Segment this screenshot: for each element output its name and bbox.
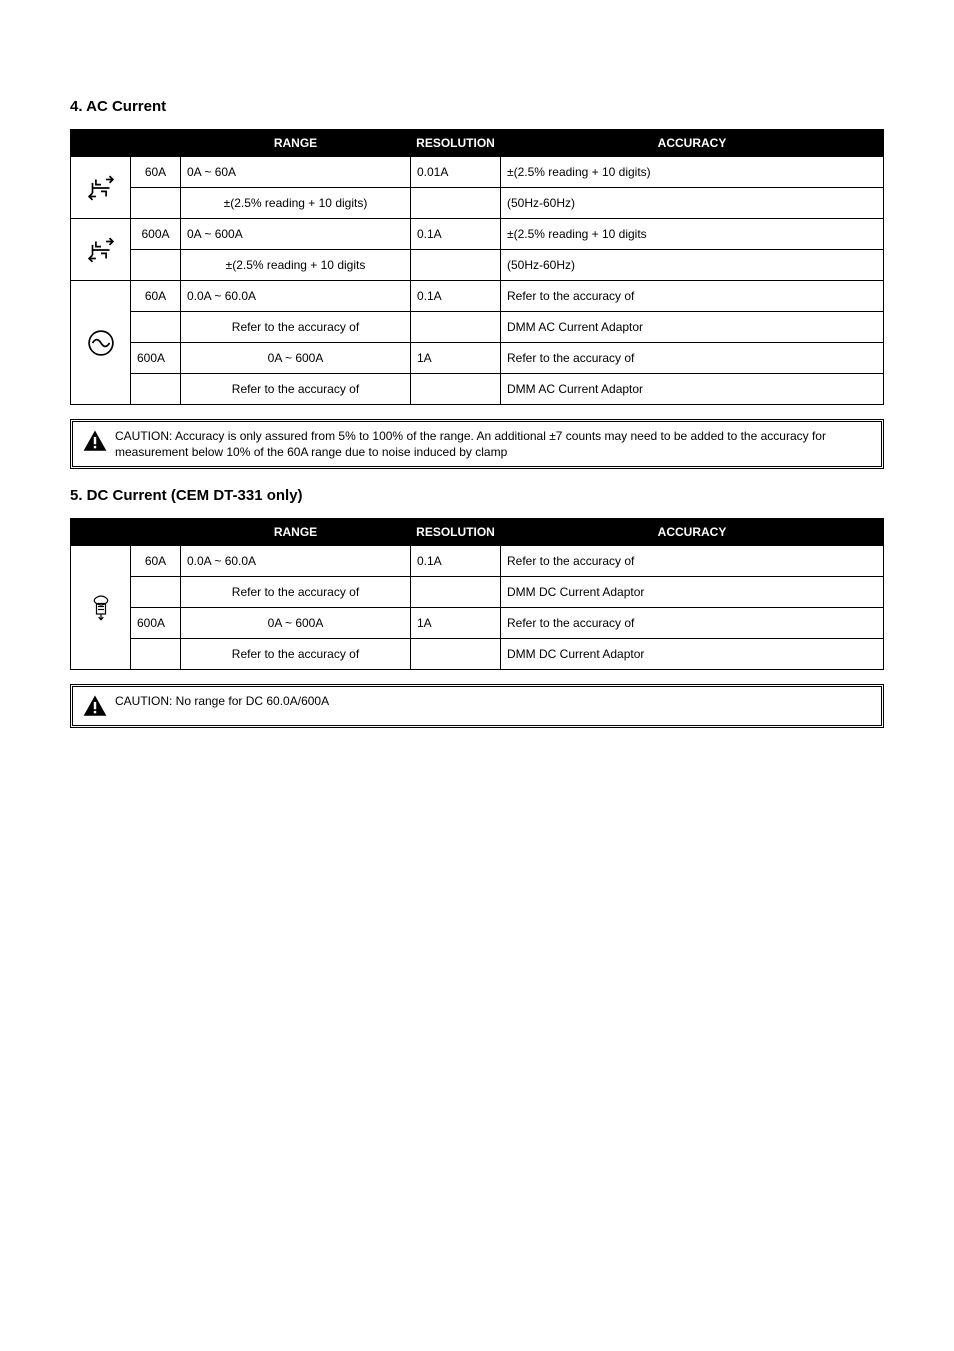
hdr-resolution: RESOLUTION: [411, 519, 501, 546]
cell-resolution: [411, 577, 501, 608]
table-row: 600A 0A ~ 600A 1A Refer to the accuracy …: [71, 343, 884, 374]
cell-accuracy: (50Hz-60Hz): [501, 250, 884, 281]
cell-accuracy: Refer to the accuracy of: [501, 343, 884, 374]
table-header-row: RANGE RESOLUTION ACCURACY: [71, 130, 884, 157]
cell-num: 60A: [131, 281, 181, 312]
table-row: 60A 0.0A ~ 60.0A 0.1A Refer to the accur…: [71, 281, 884, 312]
cell-num: 600A: [131, 343, 181, 374]
table-row: 600A 0A ~ 600A 0.1A ±(2.5% reading + 10 …: [71, 219, 884, 250]
cell-accuracy: DMM DC Current Adaptor: [501, 577, 884, 608]
section-title-dc-current: 5. DC Current (CEM DT-331 only): [70, 487, 884, 504]
cell-accuracy: ±(2.5% reading + 10 digits: [501, 219, 884, 250]
cell-range: 0A ~ 600A: [181, 608, 411, 639]
cell-num: [131, 577, 181, 608]
table-row: 60A 0.0A ~ 60.0A 0.1A Refer to the accur…: [71, 546, 884, 577]
cell-accuracy: DMM AC Current Adaptor: [501, 312, 884, 343]
cell-resolution: 0.1A: [411, 219, 501, 250]
cell-resolution: 1A: [411, 608, 501, 639]
caution-ac-current: CAUTION: Accuracy is only assured from 5…: [70, 419, 884, 469]
hdr-accuracy: ACCURACY: [501, 519, 884, 546]
cell-range: Refer to the accuracy of: [181, 639, 411, 670]
hdr-num: [131, 130, 181, 157]
page: 4. AC Current RANGE RESOLUTION ACCURACY: [0, 0, 954, 1351]
cell-num: [131, 374, 181, 405]
cell-resolution: [411, 188, 501, 219]
cell-accuracy: Refer to the accuracy of: [501, 546, 884, 577]
ac-current-table: RANGE RESOLUTION ACCURACY: [70, 129, 884, 405]
cell-range: 0A ~ 600A: [181, 219, 411, 250]
cell-num: [131, 639, 181, 670]
table-row: ±(2.5% reading + 10 digits) (50Hz-60Hz): [71, 188, 884, 219]
cell-num: 600A: [131, 219, 181, 250]
cell-icon: [71, 281, 131, 405]
cell-num: 600A: [131, 608, 181, 639]
caution-dc-current: CAUTION: No range for DC 60.0A/600A: [70, 684, 884, 728]
cell-range: Refer to the accuracy of: [181, 312, 411, 343]
hdr-icon: [71, 130, 131, 157]
cell-accuracy: Refer to the accuracy of: [501, 608, 884, 639]
cell-num: [131, 250, 181, 281]
hdr-resolution: RESOLUTION: [411, 130, 501, 157]
cell-resolution: [411, 374, 501, 405]
cell-accuracy: DMM DC Current Adaptor: [501, 639, 884, 670]
cell-icon: [71, 157, 131, 219]
cell-range: ±(2.5% reading + 10 digits: [181, 250, 411, 281]
cell-resolution: [411, 312, 501, 343]
cell-range: ±(2.5% reading + 10 digits): [181, 188, 411, 219]
diode-icon: [81, 168, 121, 208]
cell-resolution: [411, 250, 501, 281]
cell-resolution: 0.01A: [411, 157, 501, 188]
cell-icon: [71, 219, 131, 281]
table-header-row: RANGE RESOLUTION ACCURACY: [71, 519, 884, 546]
table-row: Refer to the accuracy of DMM DC Current …: [71, 577, 884, 608]
caution-text: CAUTION: No range for DC 60.0A/600A: [109, 693, 873, 709]
hdr-num: [131, 519, 181, 546]
hdr-icon: [71, 519, 131, 546]
table-row: Refer to the accuracy of DMM AC Current …: [71, 312, 884, 343]
dc-current-table: RANGE RESOLUTION ACCURACY: [70, 518, 884, 670]
cell-accuracy: ±(2.5% reading + 10 digits): [501, 157, 884, 188]
cell-range: Refer to the accuracy of: [181, 577, 411, 608]
cell-icon: [71, 546, 131, 670]
section-title-ac-current: 4. AC Current: [70, 98, 884, 115]
diode-icon: [81, 230, 121, 270]
cell-resolution: 0.1A: [411, 281, 501, 312]
cell-resolution: [411, 639, 501, 670]
cell-accuracy: DMM AC Current Adaptor: [501, 374, 884, 405]
cell-resolution: 0.1A: [411, 546, 501, 577]
cell-range: 0A ~ 600A: [181, 343, 411, 374]
hdr-accuracy: ACCURACY: [501, 130, 884, 157]
table-row: Refer to the accuracy of DMM DC Current …: [71, 639, 884, 670]
ac-icon: [81, 323, 121, 363]
adaptor-icon: [81, 588, 121, 628]
table-row: Refer to the accuracy of DMM AC Current …: [71, 374, 884, 405]
cell-accuracy: Refer to the accuracy of: [501, 281, 884, 312]
cell-num: [131, 312, 181, 343]
cell-range: 0.0A ~ 60.0A: [181, 546, 411, 577]
warning-icon: [81, 428, 109, 454]
cell-num: 60A: [131, 157, 181, 188]
hdr-range: RANGE: [181, 130, 411, 157]
hdr-range: RANGE: [181, 519, 411, 546]
cell-range: 0A ~ 60A: [181, 157, 411, 188]
table-row: 600A 0A ~ 600A 1A Refer to the accuracy …: [71, 608, 884, 639]
cell-range: 0.0A ~ 60.0A: [181, 281, 411, 312]
table-row: ±(2.5% reading + 10 digits (50Hz-60Hz): [71, 250, 884, 281]
cell-num: 60A: [131, 546, 181, 577]
caution-text: CAUTION: Accuracy is only assured from 5…: [109, 428, 873, 460]
cell-num: [131, 188, 181, 219]
warning-icon: [81, 693, 109, 719]
cell-range: Refer to the accuracy of: [181, 374, 411, 405]
cell-accuracy: (50Hz-60Hz): [501, 188, 884, 219]
cell-resolution: 1A: [411, 343, 501, 374]
table-row: 60A 0A ~ 60A 0.01A ±(2.5% reading + 10 d…: [71, 157, 884, 188]
